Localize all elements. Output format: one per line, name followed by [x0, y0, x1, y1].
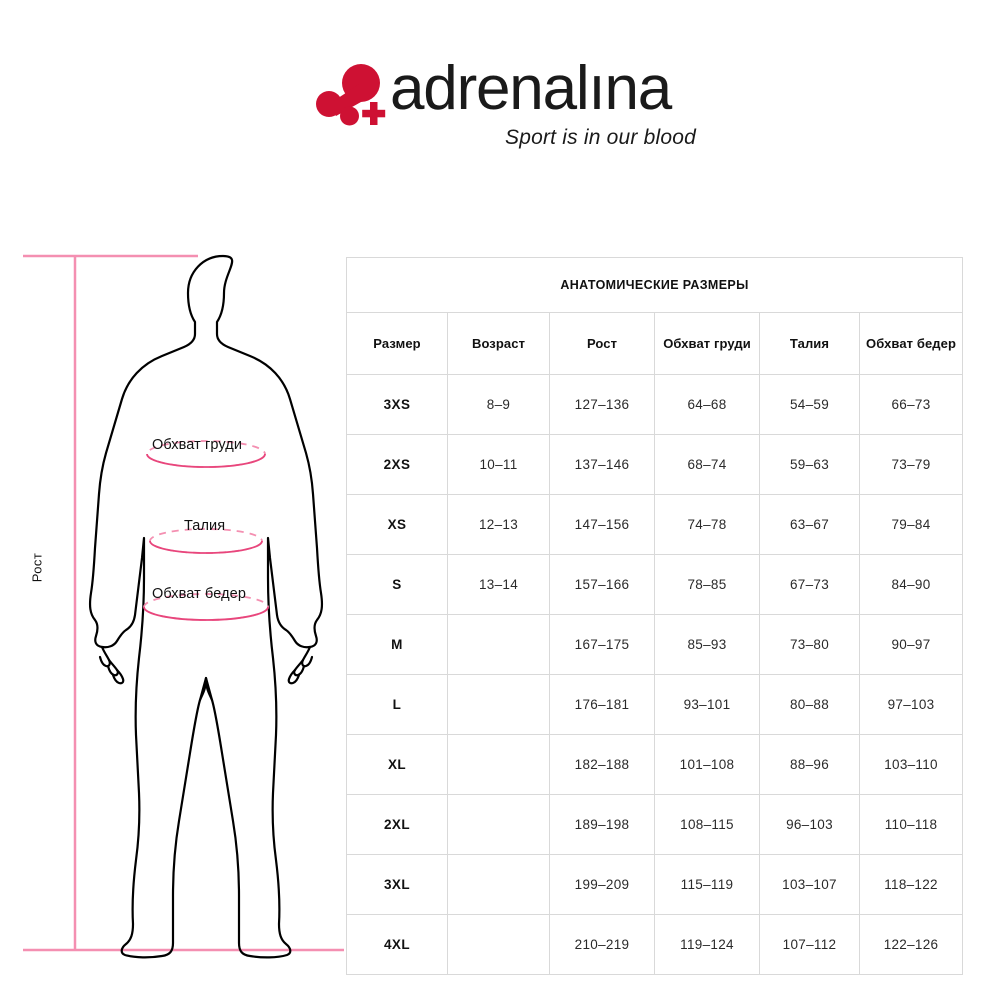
cell-chest: 119–124 — [654, 914, 760, 975]
table-row: M 167–175 85–93 73–80 90–97 — [346, 614, 964, 675]
cell-chest: 101–108 — [654, 734, 760, 795]
column-header-chest: Обхват груди — [654, 312, 760, 375]
column-header-age: Возраст — [447, 312, 550, 375]
table-header-row: Размер Возраст Рост Обхват груди Талия О… — [346, 312, 964, 375]
column-header-waist: Талия — [759, 312, 860, 375]
table-body: 3XS 8–9 127–136 64–68 54–59 66–73 2XS 10–11 137–… — [346, 374, 964, 975]
column-header-hips: Обхват бедер — [858, 312, 964, 375]
cell-age — [447, 614, 550, 675]
table-row: XS 12–13 147–156 74–78 63–67 79–84 — [346, 494, 964, 555]
cell-hips: 103–110 — [858, 734, 964, 795]
cell-chest: 93–101 — [654, 674, 760, 735]
cell-waist: 88–96 — [759, 734, 860, 795]
cell-waist: 103–107 — [759, 854, 860, 915]
cell-age: 10–11 — [447, 434, 550, 495]
table-row: 4XL 210–219 119–124 107–112 122–126 — [346, 914, 964, 975]
hips-measure-label: Обхват бедер — [152, 586, 246, 602]
cell-height: 176–181 — [549, 674, 655, 735]
cell-size: L — [346, 674, 448, 735]
body-diagram — [88, 254, 324, 959]
cell-hips: 122–126 — [858, 914, 964, 975]
cell-size: XS — [346, 494, 448, 555]
table-row: 3XL 199–209 115–119 103–107 118–122 — [346, 854, 964, 915]
brand-logo: adrenalına Sport is in our blood — [316, 58, 696, 158]
table-row: S 13–14 157–166 78–85 67–73 84–90 — [346, 554, 964, 615]
column-header-height: Рост — [549, 312, 655, 375]
table-row: 2XS 10–11 137–146 68–74 59–63 73–79 — [346, 434, 964, 495]
cell-size: S — [346, 554, 448, 615]
table-title-row: АНАТОМИЧЕСКИЕ РАЗМЕРЫ — [345, 257, 964, 313]
cell-height: 182–188 — [549, 734, 655, 795]
cell-waist: 80–88 — [759, 674, 860, 735]
table-row: L 176–181 93–101 80–88 97–103 — [346, 674, 964, 735]
anatomic-sizes-table: АНАТОМИЧЕСКИЕ РАЗМЕРЫ Размер Возраст Рос… — [345, 257, 964, 975]
cell-waist: 96–103 — [759, 794, 860, 855]
cell-age — [447, 794, 550, 855]
cell-height: 127–136 — [549, 374, 655, 435]
cell-age — [447, 914, 550, 975]
cell-height: 210–219 — [549, 914, 655, 975]
cell-waist: 73–80 — [759, 614, 860, 675]
cell-size: 3XL — [346, 854, 448, 915]
cell-hips: 97–103 — [858, 674, 964, 735]
cell-chest: 108–115 — [654, 794, 760, 855]
cell-age: 8–9 — [447, 374, 550, 435]
chest-measure-label: Обхват груди — [152, 437, 243, 453]
cell-height: 137–146 — [549, 434, 655, 495]
cell-size: 2XL — [346, 794, 448, 855]
cell-hips: 79–84 — [858, 494, 964, 555]
cell-size: XL — [346, 734, 448, 795]
table-row: 3XS 8–9 127–136 64–68 54–59 66–73 — [346, 374, 964, 435]
cell-waist: 63–67 — [759, 494, 860, 555]
brand-wordmark: adrenalına — [390, 54, 672, 123]
cell-size: 3XS — [346, 374, 448, 435]
table-row: XL 182–188 101–108 88–96 103–110 — [346, 734, 964, 795]
cell-age — [447, 674, 550, 735]
cell-waist: 107–112 — [759, 914, 860, 975]
cell-size: 4XL — [346, 914, 448, 975]
cell-waist: 59–63 — [759, 434, 860, 495]
cell-height: 199–209 — [549, 854, 655, 915]
cell-size: M — [346, 614, 448, 675]
brand-tagline: Sport is in our blood — [505, 126, 696, 149]
column-header-size: Размер — [346, 312, 448, 375]
cell-chest: 68–74 — [654, 434, 760, 495]
cell-chest: 78–85 — [654, 554, 760, 615]
cell-age — [447, 734, 550, 795]
cell-height: 147–156 — [549, 494, 655, 555]
cell-size: 2XS — [346, 434, 448, 495]
table-row: 2XL 189–198 108–115 96–103 110–118 — [346, 794, 964, 855]
cell-hips: 90–97 — [858, 614, 964, 675]
height-gauge-label: Рост — [29, 552, 45, 583]
cell-chest: 64–68 — [654, 374, 760, 435]
cell-waist: 54–59 — [759, 374, 860, 435]
cell-height: 189–198 — [549, 794, 655, 855]
cell-chest: 85–93 — [654, 614, 760, 675]
waist-measure-label: Талия — [184, 518, 226, 534]
cell-age: 13–14 — [447, 554, 550, 615]
cell-height: 167–175 — [549, 614, 655, 675]
cell-waist: 67–73 — [759, 554, 860, 615]
cell-hips: 84–90 — [858, 554, 964, 615]
cell-chest: 74–78 — [654, 494, 760, 555]
cell-chest: 115–119 — [654, 854, 760, 915]
cell-height: 157–166 — [549, 554, 655, 615]
cell-hips: 118–122 — [858, 854, 964, 915]
cell-age — [447, 854, 550, 915]
molecule-plus-icon — [316, 64, 386, 126]
cell-hips: 66–73 — [858, 374, 964, 435]
cell-hips: 73–79 — [858, 434, 964, 495]
cell-hips: 110–118 — [858, 794, 964, 855]
table-title: АНАТОМИЧЕСКИЕ РАЗМЕРЫ — [345, 257, 964, 313]
cell-age: 12–13 — [447, 494, 550, 555]
